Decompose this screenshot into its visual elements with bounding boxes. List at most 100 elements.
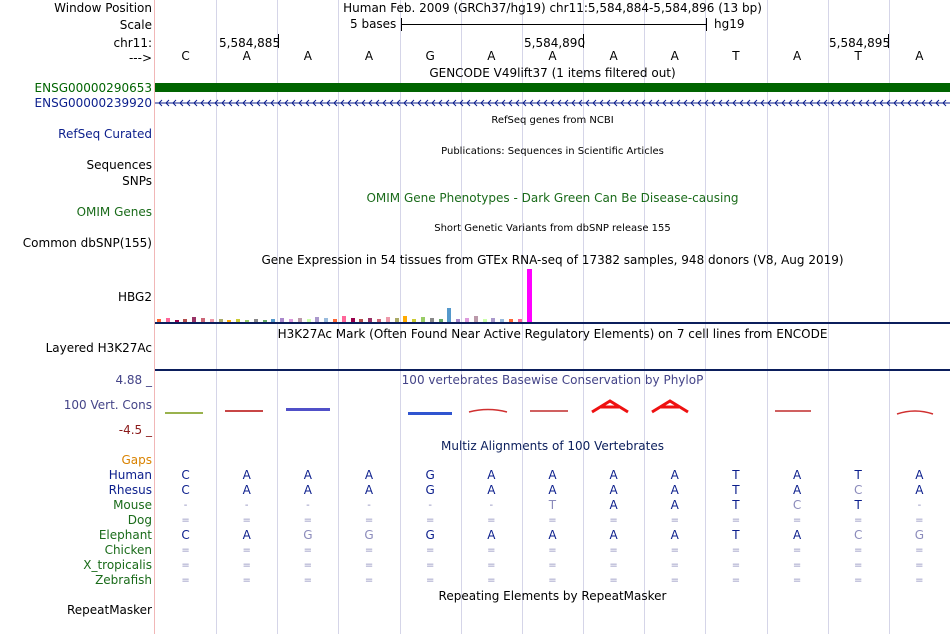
- gtex-tissue-bar[interactable]: [359, 319, 364, 322]
- alignment-base: C: [854, 483, 863, 497]
- gtex-tissue-bar[interactable]: [165, 318, 170, 322]
- gtex-track-title[interactable]: Gene Expression in 54 tissues from GTEx …: [261, 253, 844, 267]
- gtex-tissue-bar[interactable]: [253, 319, 258, 322]
- gencode-track-title[interactable]: GENCODE V49lift37 (1 items filtered out): [429, 66, 676, 80]
- gtex-tissue-bar[interactable]: [517, 319, 522, 322]
- gtex-tissue-bar[interactable]: [315, 317, 320, 322]
- gtex-tissue-bar[interactable]: [201, 318, 205, 322]
- gtex-tissue-bar[interactable]: [289, 319, 293, 322]
- gtex-expression-chart[interactable]: [155, 269, 950, 322]
- gtex-tissue-bar[interactable]: [227, 320, 232, 322]
- gtex-tissue-bar[interactable]: [341, 316, 346, 322]
- species-label-x_tropicalis[interactable]: X_tropicalis: [83, 558, 152, 572]
- alignment-base: G: [425, 468, 435, 482]
- gene-ensg00000239920-bar[interactable]: [155, 97, 950, 109]
- gtex-tissue-bar[interactable]: [262, 320, 267, 322]
- species-label-mouse[interactable]: Mouse: [113, 498, 152, 512]
- gtex-tissue-bar[interactable]: [174, 320, 179, 322]
- alignment-base: G: [425, 483, 435, 497]
- dna-base: A: [548, 49, 557, 63]
- repeatmasker-label[interactable]: RepeatMasker: [66, 603, 152, 617]
- refseq-track-title[interactable]: RefSeq genes from NCBI: [491, 115, 614, 126]
- gtex-tissue-bar[interactable]: [412, 319, 417, 322]
- gtex-tissue-bar[interactable]: [465, 318, 469, 322]
- gtex-tissue-bar[interactable]: [429, 318, 434, 322]
- scale-text: 5 bases: [350, 17, 397, 31]
- gtex-tissue-bar[interactable]: [421, 317, 425, 322]
- gtex-tissue-bar[interactable]: [218, 319, 223, 322]
- label-column-divider: [154, 0, 155, 634]
- alignment-base: =: [915, 545, 924, 556]
- gtex-tissue-bar[interactable]: [456, 319, 461, 322]
- gene-ensg00000290653-bar[interactable]: [155, 83, 950, 92]
- gtex-tissue-bar[interactable]: [183, 319, 188, 322]
- gtex-tissue-bar[interactable]: [297, 318, 302, 322]
- gaps-label[interactable]: Gaps: [121, 453, 152, 467]
- gtex-tissue-bar[interactable]: [324, 318, 329, 322]
- repeatmasker-track-title[interactable]: Repeating Elements by RepeatMasker: [438, 589, 667, 603]
- alignment-base: =: [670, 575, 679, 586]
- ruler-tick: [278, 34, 279, 48]
- hbg2-label[interactable]: HBG2: [118, 290, 152, 304]
- conservation-wiggle-plot[interactable]: [155, 396, 950, 418]
- gtex-tissue-bar[interactable]: [245, 320, 249, 322]
- species-label-dog[interactable]: Dog: [127, 513, 152, 527]
- alignment-base: =: [364, 575, 374, 586]
- omim-track-title[interactable]: OMIM Gene Phenotypes - Dark Green Can Be…: [366, 191, 739, 205]
- common-dbsnp-label[interactable]: Common dbSNP(155): [22, 236, 152, 250]
- gtex-tissue-bar[interactable]: [438, 319, 443, 322]
- gtex-tissue-bar[interactable]: [157, 319, 161, 322]
- gtex-tissue-bar[interactable]: [271, 319, 276, 322]
- alignment-base: =: [915, 575, 924, 586]
- alignment-base: =: [670, 545, 679, 556]
- 100-vert-cons-label[interactable]: 100 Vert. Cons: [63, 398, 152, 412]
- gtex-tissue-bar[interactable]: [500, 319, 505, 322]
- alignment-base: A: [548, 483, 557, 497]
- species-label-rhesus[interactable]: Rhesus: [108, 483, 152, 497]
- alignment-base: =: [792, 560, 802, 571]
- gtex-tissue-bar[interactable]: [526, 269, 532, 322]
- omim-genes-label[interactable]: OMIM Genes: [76, 205, 152, 219]
- sequences-label[interactable]: Sequences: [86, 158, 152, 172]
- gtex-tissue-bar[interactable]: [473, 316, 478, 322]
- gtex-tissue-bar[interactable]: [491, 318, 496, 322]
- gene-ensg00000239920-label[interactable]: ENSG00000239920: [34, 96, 152, 110]
- gtex-tissue-bar[interactable]: [385, 317, 390, 322]
- strand-arrow-label[interactable]: --->: [128, 51, 152, 65]
- species-label-elephant[interactable]: Elephant: [98, 528, 152, 542]
- alignment-base: T: [732, 498, 740, 512]
- ruler-tick: [888, 34, 889, 48]
- gene-ensg00000290653-label[interactable]: ENSG00000290653: [34, 81, 152, 95]
- gtex-tissue-bar[interactable]: [333, 319, 337, 322]
- gtex-tissue-bar[interactable]: [403, 316, 408, 322]
- publications-track-title[interactable]: Publications: Sequences in Scientific Ar…: [441, 146, 664, 157]
- species-label-zebrafish[interactable]: Zebrafish: [95, 573, 152, 587]
- gtex-tissue-bar[interactable]: [280, 318, 285, 322]
- alignment-base: A: [548, 528, 557, 542]
- gtex-tissue-bar[interactable]: [350, 318, 355, 322]
- alignment-base: =: [487, 575, 496, 586]
- species-label-human[interactable]: Human: [108, 468, 152, 482]
- alignment-base: G: [303, 528, 313, 542]
- gtex-tissue-bar[interactable]: [394, 318, 399, 322]
- h3k27ac-track-title[interactable]: H3K27Ac Mark (Often Found Near Active Re…: [277, 327, 828, 341]
- species-label-chicken[interactable]: Chicken: [104, 543, 152, 557]
- gtex-tissue-bar[interactable]: [447, 308, 452, 322]
- gtex-tissue-bar[interactable]: [192, 317, 197, 322]
- gtex-tissue-bar[interactable]: [209, 319, 214, 322]
- alignment-base: A: [548, 468, 557, 482]
- gtex-tissue-bar[interactable]: [482, 319, 487, 322]
- conservation-track-title[interactable]: 100 vertebrates Basewise Conservation by…: [401, 373, 704, 387]
- refseq-curated-label[interactable]: RefSeq Curated: [58, 127, 152, 141]
- gtex-tissue-bar[interactable]: [509, 319, 513, 322]
- gtex-tissue-bar[interactable]: [377, 319, 381, 322]
- snps-label[interactable]: SNPs: [122, 174, 152, 188]
- gtex-tissue-bar[interactable]: [368, 318, 373, 322]
- window-position-value[interactable]: Human Feb. 2009 (GRCh37/hg19) chr11:5,58…: [343, 1, 762, 15]
- dbsnp-track-title[interactable]: Short Genetic Variants from dbSNP releas…: [434, 223, 671, 234]
- multiz-track-title[interactable]: Multiz Alignments of 100 Vertebrates: [440, 439, 665, 453]
- layered-h3k27ac-label[interactable]: Layered H3K27Ac: [45, 341, 152, 355]
- gtex-tissue-bar[interactable]: [236, 319, 241, 322]
- gtex-tissue-bar[interactable]: [306, 319, 311, 322]
- alignment-base: =: [242, 545, 251, 556]
